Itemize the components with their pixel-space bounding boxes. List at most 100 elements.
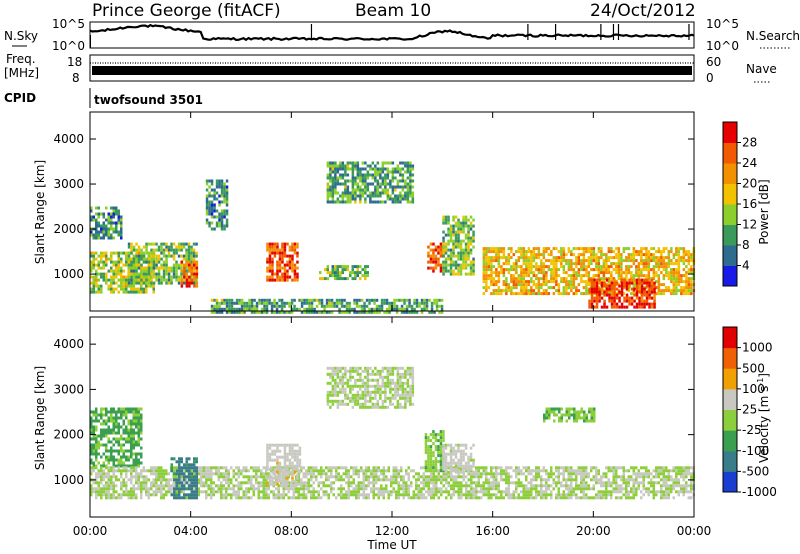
power-cell [613,299,616,303]
velocity-cell [135,416,138,420]
velocity-cell [467,490,470,494]
velocity-cell [567,466,570,470]
power-cell [288,263,292,267]
power-cell [305,307,309,311]
power-cell [391,170,395,174]
power-cell [92,251,95,255]
velocity-cell [107,455,110,459]
power-cell [329,274,332,278]
power-cell [155,275,158,279]
power-cell [92,290,95,294]
power-cell [160,281,163,285]
power-cell [607,259,611,263]
velocity-cell [95,437,98,441]
velocity-cell [172,475,175,479]
velocity-cell [422,478,425,482]
power-cell [162,254,166,258]
velocity-cell [132,484,135,488]
velocity-cell [550,484,553,488]
velocity-cell [227,493,230,497]
power-cell [220,185,224,189]
velocity-cell [372,487,375,491]
power-cell [588,287,591,291]
power-cell [675,250,678,254]
velocity-cell [155,484,158,488]
power-cell [552,247,556,251]
power-cell [388,307,391,311]
velocity-cell [250,475,253,479]
power-cell [547,253,551,257]
power-cell [394,167,397,171]
power-cell [464,254,468,258]
velocity-cell [460,490,463,494]
power-cell [449,266,453,270]
power-cell [570,277,573,281]
power-cell [585,265,588,269]
power-cell [354,176,357,180]
velocity-cell [535,478,538,482]
velocity-cell [230,493,233,497]
velocity-cell [150,487,153,491]
power-cell [346,179,350,183]
power-cell [662,289,666,293]
power-cell [152,287,155,291]
power-cell [112,260,115,264]
power-cell [467,239,470,243]
power-cell [157,278,161,282]
velocity-cell [107,428,110,432]
power-cell [570,283,573,287]
power-cell [305,298,309,302]
power-cell [593,305,596,309]
power-cell [395,307,399,311]
velocity-cell [490,475,493,479]
velocity-cell [125,493,128,497]
power-cell [635,271,638,275]
power-cell [271,269,274,273]
power-cell [400,298,404,302]
power-cell [160,263,163,267]
power-cell [210,215,214,219]
velocity-cell [320,487,323,491]
power-cell [356,176,360,180]
power-cell [344,188,347,192]
velocity-cell [235,466,238,470]
velocity-cell [505,472,508,476]
power-cell [653,305,656,309]
velocity-cell [382,490,385,494]
velocity-cell [162,469,165,473]
power-cell [210,188,214,192]
velocity-cell [135,493,138,497]
power-cell [326,164,330,168]
velocity-cell [130,431,133,435]
power-cell [401,161,405,165]
power-cell [401,188,405,192]
power-cell [345,301,349,305]
power-cell [291,254,294,258]
velocity-cell [127,469,130,473]
velocity-cell [415,496,418,500]
velocity-cell [335,478,338,482]
power-cell [288,257,292,261]
power-cell [617,259,621,263]
power-cell [142,245,146,249]
power-cell [512,268,516,272]
velocity-cell [207,478,210,482]
velocity-cell [137,484,140,488]
velocity-cell [477,466,480,470]
velocity-cell [372,496,375,500]
power-cell [230,310,234,314]
velocity-cell [127,496,130,500]
velocity-cell [232,469,235,473]
velocity-cell [487,472,490,476]
power-cell [325,301,329,305]
power-cell [132,281,136,285]
velocity-cell [212,472,215,476]
velocity-cell [457,490,460,494]
power-cell [640,262,643,266]
power-cell [107,284,110,288]
velocity-cell [132,487,135,491]
power-cell [459,266,463,270]
velocity-cell [375,487,378,491]
velocity-cell [362,493,365,497]
velocity-cell [317,496,320,500]
